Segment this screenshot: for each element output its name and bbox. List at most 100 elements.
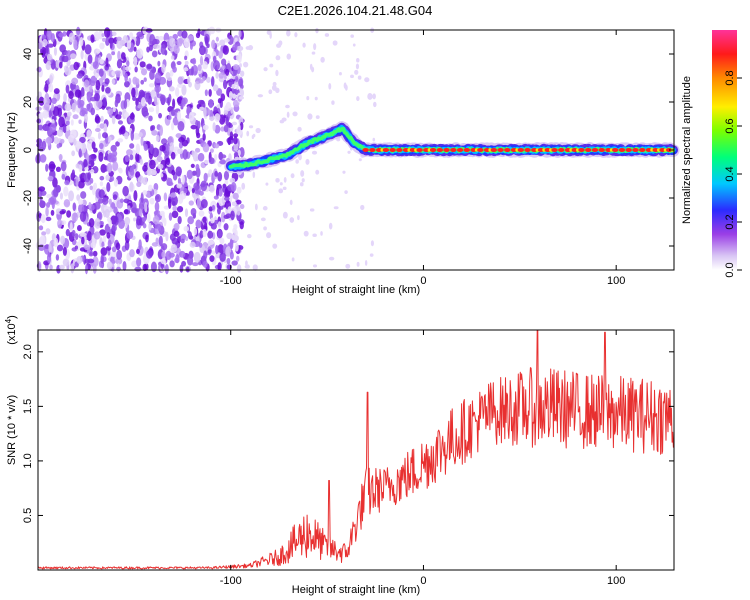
faint-speck (286, 111, 290, 118)
noise-speck (188, 111, 195, 122)
noise-speck (230, 182, 237, 192)
noise-speck (100, 247, 108, 256)
noise-speck (45, 43, 49, 54)
faint-speck (295, 159, 299, 164)
noise-speck (157, 163, 164, 170)
noise-speck (197, 99, 205, 105)
noise-speck (52, 177, 58, 188)
faint-speck (320, 56, 325, 63)
noise-speck (163, 217, 167, 227)
faint-speck (286, 29, 291, 37)
noise-speck (111, 115, 116, 125)
noise-speck (124, 209, 129, 215)
signal-core (436, 148, 444, 152)
noise-speck (56, 129, 64, 137)
noise-speck (179, 264, 184, 273)
faint-speck (247, 233, 252, 239)
noise-speck (182, 149, 189, 160)
noise-speck (115, 114, 122, 120)
faint-speck (370, 240, 374, 247)
noise-speck (59, 153, 63, 162)
noise-speck (125, 154, 130, 163)
noise-speck (200, 180, 208, 192)
noise-speck (191, 170, 197, 176)
noise-speck (84, 244, 90, 251)
noise-speck (92, 250, 98, 257)
noise-speck (39, 154, 47, 163)
noise-speck (230, 210, 235, 221)
noise-speck (161, 138, 168, 145)
signal-core (490, 148, 497, 152)
faint-speck (260, 217, 266, 222)
noise-speck (135, 143, 141, 155)
noise-speck (115, 141, 120, 147)
noise-speck (193, 251, 201, 263)
noise-speck (180, 238, 185, 244)
noise-speck (150, 261, 157, 273)
page-title: C2E1.2026.104.21.48.G04 (278, 3, 433, 18)
noise-speck (204, 35, 209, 47)
noise-speck (189, 241, 196, 248)
noise-speck (183, 37, 190, 49)
noise-speck (55, 166, 61, 173)
faint-speck (305, 158, 310, 165)
noise-speck (171, 200, 176, 207)
noise-speck (164, 264, 169, 275)
faint-speck (289, 199, 293, 206)
noise-speck (234, 75, 239, 83)
noise-speck (99, 229, 106, 236)
faint-speck (252, 171, 256, 179)
noise-speck (225, 101, 232, 112)
noise-speck (239, 221, 244, 230)
noise-speck (172, 66, 177, 73)
noise-speck (83, 79, 90, 88)
noise-speck (133, 46, 137, 52)
faint-speck (328, 222, 333, 230)
noise-speck (92, 256, 99, 267)
noise-speck (181, 174, 185, 185)
noise-speck (186, 105, 191, 116)
noise-speck (226, 257, 231, 265)
noise-speck (187, 216, 194, 225)
noise-speck (37, 124, 43, 131)
colorbar-gradient (712, 30, 737, 270)
noise-speck (209, 148, 214, 153)
noise-speck (105, 174, 110, 181)
snr-x-label: Height of straight line (km) (292, 584, 420, 596)
noise-speck (195, 163, 200, 171)
noise-speck (186, 169, 193, 180)
noise-speck (112, 106, 116, 113)
noise-speck (239, 70, 245, 77)
signal-core (470, 148, 477, 152)
noise-speck (227, 206, 232, 214)
noise-speck (112, 194, 118, 201)
noise-speck (115, 257, 123, 265)
noise-speck (74, 245, 79, 250)
noise-speck (133, 217, 137, 222)
noise-speck (157, 223, 162, 232)
noise-speck (41, 140, 47, 150)
noise-speck (204, 159, 209, 165)
noise-speck (91, 141, 96, 150)
colorbar: 0.0 0.2 0.4 0.6 0.8 Normalized spectral ampl… (681, 30, 742, 278)
noise-speck (148, 83, 155, 88)
noise-speck (184, 55, 188, 61)
colorbar-tick-label: 0.2 (724, 214, 736, 229)
noise-speck (78, 119, 82, 124)
faint-speck (278, 40, 283, 46)
noise-speck (89, 185, 93, 191)
noise-speck (215, 71, 219, 79)
noise-speck (120, 52, 126, 60)
noise-speck (38, 96, 45, 106)
noise-speck (89, 84, 93, 93)
noise-speck (176, 61, 182, 66)
noise-speck (126, 60, 130, 67)
noise-speck (101, 33, 105, 38)
faint-speck (292, 111, 298, 117)
snr-frame (37, 329, 675, 571)
noise-speck (36, 66, 42, 73)
noise-speck (48, 161, 56, 172)
noise-speck (79, 211, 87, 223)
noise-speck (217, 206, 221, 215)
noise-speck (78, 148, 82, 158)
